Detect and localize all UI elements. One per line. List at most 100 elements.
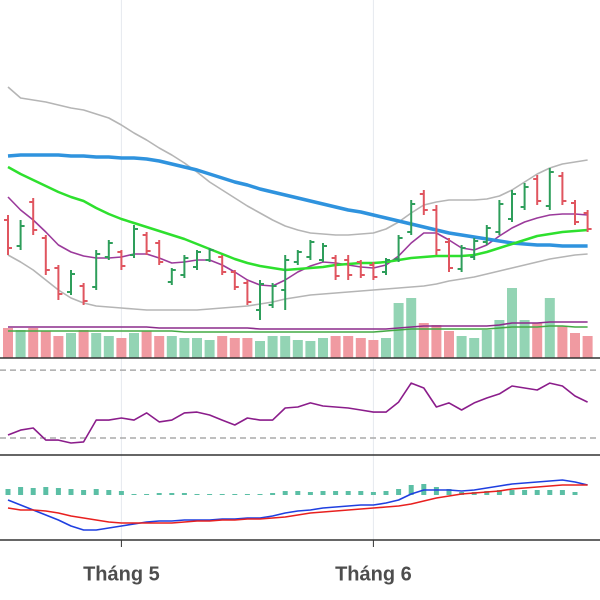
histogram-bar bbox=[93, 489, 99, 495]
volume-bar bbox=[15, 330, 26, 358]
series-line bbox=[7, 382, 588, 444]
series-line bbox=[7, 479, 588, 531]
histogram-bar bbox=[43, 487, 49, 495]
volume-bar bbox=[129, 333, 139, 358]
volume-bar bbox=[154, 336, 165, 358]
histogram-bar bbox=[257, 494, 263, 495]
volume-bar bbox=[78, 330, 89, 358]
volume-bar bbox=[229, 338, 240, 358]
volume-bar bbox=[418, 323, 429, 358]
volume-bar bbox=[141, 331, 152, 358]
series-line bbox=[7, 196, 588, 287]
volume-bar bbox=[570, 333, 580, 358]
volume-bar bbox=[582, 336, 593, 358]
volume-bar bbox=[280, 336, 291, 358]
volume-bar bbox=[494, 320, 505, 358]
volume-bar bbox=[519, 320, 530, 358]
histogram-bar bbox=[106, 490, 112, 495]
volume-bar bbox=[267, 336, 278, 358]
histogram-bar bbox=[18, 487, 24, 495]
histogram-bar bbox=[131, 494, 137, 495]
histogram-bar bbox=[572, 492, 578, 495]
histogram-bar bbox=[232, 494, 238, 495]
histogram-bar bbox=[496, 490, 502, 495]
histogram-bar bbox=[5, 489, 11, 495]
volume-bar bbox=[557, 326, 568, 358]
volume-bar bbox=[166, 336, 177, 358]
histogram-bar bbox=[181, 493, 187, 495]
volume-bar bbox=[66, 333, 76, 358]
volume-bar bbox=[456, 336, 467, 358]
series-line bbox=[7, 484, 588, 524]
volume-bar bbox=[28, 328, 39, 358]
series-line bbox=[7, 86, 588, 236]
histogram-bar bbox=[55, 488, 61, 495]
volume-bar bbox=[192, 338, 202, 358]
histogram-bar bbox=[320, 491, 326, 495]
histogram-bar bbox=[282, 491, 288, 495]
volume-bar bbox=[3, 328, 13, 358]
volume-bar bbox=[532, 323, 543, 358]
volume-bar bbox=[242, 338, 253, 358]
histogram-bar bbox=[244, 494, 250, 495]
volume-bar bbox=[381, 338, 391, 358]
histogram-bar bbox=[156, 493, 162, 495]
volume-bar bbox=[292, 340, 303, 358]
volume-bar bbox=[103, 336, 114, 358]
histogram-bar bbox=[370, 492, 376, 495]
histogram-bar bbox=[358, 491, 364, 495]
histogram-bar bbox=[333, 491, 339, 495]
volume-bar bbox=[368, 340, 379, 358]
histogram-bar bbox=[345, 491, 351, 495]
volume-bar bbox=[318, 338, 328, 358]
volume-bar bbox=[40, 331, 51, 358]
histogram-bar bbox=[81, 490, 87, 495]
histogram-bar bbox=[295, 491, 301, 495]
volume-bar bbox=[406, 298, 417, 358]
histogram-bar bbox=[307, 492, 313, 495]
volume-bar bbox=[255, 341, 265, 358]
x-tick-label: Tháng 6 bbox=[335, 563, 412, 585]
series-line bbox=[7, 253, 588, 311]
volume-bar bbox=[444, 331, 454, 358]
histogram-bar bbox=[534, 490, 540, 495]
volume-bar bbox=[431, 325, 442, 358]
histogram-bar bbox=[68, 489, 74, 495]
histogram-bar bbox=[118, 491, 124, 495]
histogram-bar bbox=[547, 490, 553, 495]
histogram-bar bbox=[169, 493, 175, 495]
histogram-bar bbox=[219, 494, 225, 495]
histogram-bar bbox=[559, 490, 565, 495]
histogram-bar bbox=[433, 487, 439, 495]
volume-bar bbox=[481, 330, 492, 358]
histogram-bar bbox=[408, 485, 414, 495]
histogram-bar bbox=[509, 490, 515, 495]
volume-bar bbox=[204, 340, 215, 358]
histogram-bar bbox=[270, 493, 276, 495]
x-tick-label: Tháng 5 bbox=[83, 563, 160, 585]
volume-bar bbox=[217, 336, 228, 358]
series-line bbox=[8, 325, 588, 333]
volume-bar bbox=[343, 336, 354, 358]
histogram-bar bbox=[194, 494, 200, 495]
histogram-bar bbox=[446, 489, 452, 495]
volume-bar bbox=[544, 298, 555, 358]
volume-bar bbox=[330, 336, 341, 358]
volume-bar bbox=[305, 341, 316, 358]
volume-bar bbox=[116, 338, 127, 358]
histogram-bar bbox=[383, 491, 389, 495]
volume-bar bbox=[53, 336, 64, 358]
histogram-bar bbox=[522, 490, 528, 495]
histogram-bar bbox=[396, 489, 402, 495]
histogram-bar bbox=[144, 494, 150, 495]
series-line bbox=[8, 321, 588, 330]
series-line bbox=[7, 165, 588, 272]
series-line bbox=[7, 153, 588, 248]
histogram-bar bbox=[484, 491, 490, 495]
volume-bar bbox=[355, 338, 366, 358]
volume-bar bbox=[179, 338, 190, 358]
volume-bar bbox=[91, 333, 102, 358]
histogram-bar bbox=[207, 494, 213, 495]
volume-bar bbox=[469, 338, 480, 358]
